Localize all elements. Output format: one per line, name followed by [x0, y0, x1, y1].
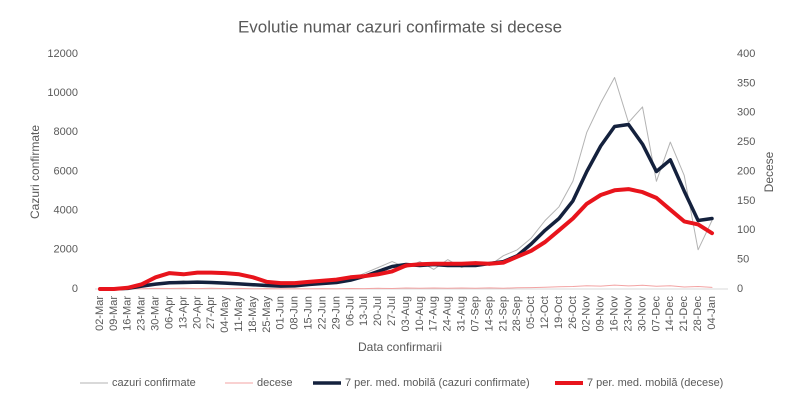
x-tick-label: 14-Dec — [664, 296, 676, 332]
x-tick-label: 25-May — [261, 296, 273, 333]
y2-tick-label: 350 — [737, 77, 755, 89]
y-tick-label: 6000 — [54, 165, 78, 177]
x-tick-label: 20-Apr — [191, 296, 203, 329]
x-tick-label: 28-Sep — [511, 296, 523, 331]
x-tick-label: 17-Aug — [428, 296, 440, 331]
y-tick-label: 8000 — [54, 126, 78, 138]
x-tick-label: 28-Dec — [692, 296, 704, 332]
x-tick-label: 01-Jun — [275, 296, 287, 330]
x-tick-label: 20-Jul — [372, 296, 384, 326]
x-tick-label: 03-Aug — [400, 296, 412, 331]
y-tick-label: 0 — [72, 283, 78, 295]
x-tick-label: 27-Apr — [205, 296, 217, 329]
x-tick-label: 06-Jul — [344, 296, 356, 326]
x-tick-label: 29-Jun — [330, 296, 342, 330]
x-tick-label: 27-Jul — [386, 296, 398, 326]
x-tick-label: 07-Dec — [650, 296, 662, 332]
y2-tick-label: 100 — [737, 224, 755, 236]
y-tick-label: 4000 — [54, 205, 78, 217]
x-tick-label: 11-May — [233, 296, 245, 332]
x-tick-label: 14-Sep — [483, 296, 495, 331]
x-tick-label: 15-Jun — [303, 296, 315, 330]
x-tick-label: 21-Sep — [497, 296, 509, 331]
x-tick-label: 16-Nov — [609, 296, 621, 332]
y2-tick-label: 50 — [737, 254, 749, 266]
y2-tick-label: 200 — [737, 165, 755, 177]
x-tick-label: 18-May — [247, 296, 259, 333]
series-line — [98, 187, 714, 291]
x-tick-label: 05-Oct — [525, 296, 537, 329]
x-tick-label: 08-Jun — [289, 296, 301, 330]
x-tick-label: 04-Jan — [706, 296, 718, 330]
legend-label: decese — [257, 377, 292, 389]
x-tick-label: 12-Oct — [539, 296, 551, 329]
x-tick-label: 22-Jun — [316, 296, 328, 330]
y2-tick-label: 300 — [737, 107, 755, 119]
y2-tick-label: 250 — [737, 136, 755, 148]
x-tick-label: 30-Mar — [150, 296, 162, 331]
series-line — [99, 284, 713, 290]
x-tick-label: 07-Sep — [469, 296, 481, 331]
x-tick-label: 10-Aug — [414, 296, 426, 331]
x-tick-label: 24-Aug — [442, 296, 454, 331]
y2-tick-label: 150 — [737, 195, 755, 207]
x-tick-label: 04-May — [219, 296, 231, 333]
x-tick-label: 06-Apr — [163, 296, 175, 329]
y2-tick-label: 0 — [737, 283, 743, 295]
y2-tick-label: 400 — [737, 48, 755, 60]
y-tick-label: 12000 — [47, 48, 78, 60]
x-tick-label: 09-Nov — [595, 296, 607, 332]
chart-title: Evolutie numar cazuri confirmate si dece… — [238, 17, 562, 36]
x-axis-title: Data confirmarii — [358, 340, 442, 354]
x-tick-label: 30-Nov — [636, 296, 648, 332]
x-tick-label: 09-Mar — [108, 296, 120, 331]
x-tick-label: 13-Apr — [177, 296, 189, 329]
x-tick-label: 23-Mar — [136, 296, 148, 331]
x-tick-label: 16-Mar — [122, 296, 134, 331]
legend-label: cazuri confirmate — [112, 377, 196, 389]
x-tick-label: 13-Jul — [358, 296, 370, 326]
legend-label: 7 per. med. mobilă (cazuri confirmate) — [345, 377, 530, 389]
x-tick-label: 23-Nov — [622, 296, 634, 332]
y-axis-title: Cazuri confirmate — [28, 125, 42, 219]
y2-axis-title: Decese — [762, 151, 776, 192]
legend-label: 7 per. med. mobilă (decese) — [587, 377, 723, 389]
x-tick-label: 19-Oct — [553, 296, 565, 329]
x-tick-label: 26-Oct — [567, 296, 579, 329]
x-tick-label: 02-Mar — [94, 296, 106, 331]
x-tick-label: 31-Aug — [456, 296, 468, 331]
y-tick-label: 2000 — [54, 244, 78, 256]
x-tick-label: 02-Nov — [581, 296, 593, 332]
x-tick-label: 21-Dec — [678, 296, 690, 332]
y-tick-label: 10000 — [47, 87, 78, 99]
